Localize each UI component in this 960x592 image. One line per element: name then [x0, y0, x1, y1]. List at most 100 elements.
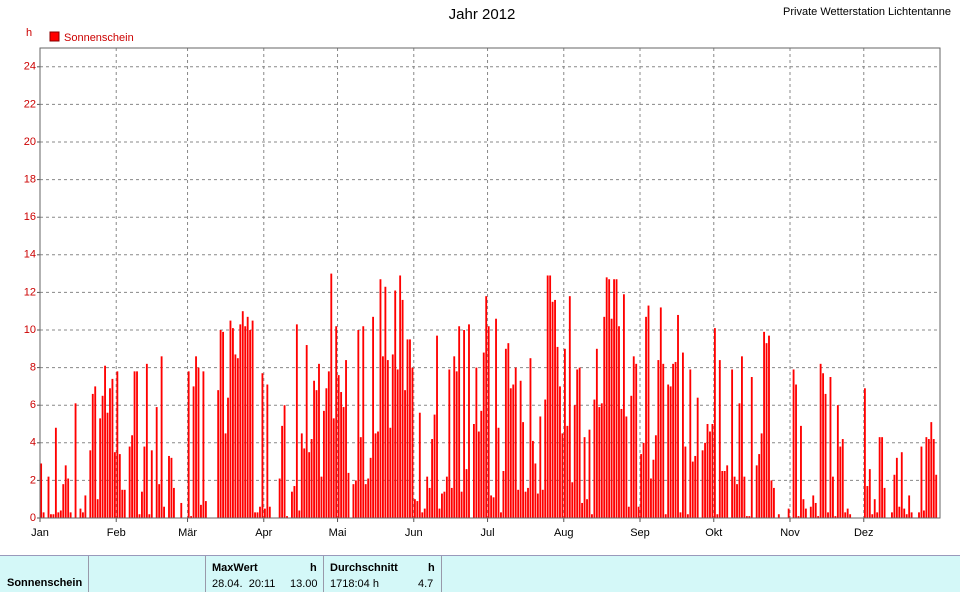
bar	[82, 512, 84, 518]
bar	[202, 371, 205, 518]
bar	[172, 487, 175, 518]
bar	[217, 390, 220, 518]
bar	[618, 326, 620, 518]
bar	[133, 371, 136, 518]
y-tick-label: 12	[24, 286, 36, 298]
bar	[608, 279, 611, 518]
bar	[536, 493, 539, 518]
bar	[632, 356, 635, 518]
bar	[441, 493, 443, 518]
bar	[529, 358, 532, 518]
bar	[541, 489, 544, 518]
bar	[622, 294, 625, 518]
bar	[52, 514, 55, 518]
bar	[468, 324, 470, 518]
bar	[94, 386, 97, 518]
bar	[123, 489, 126, 518]
row-label: Sonnenschein	[7, 577, 83, 589]
bar	[716, 514, 719, 518]
bar	[197, 367, 200, 518]
bar	[416, 501, 419, 518]
bar	[595, 348, 598, 518]
bar	[876, 512, 879, 518]
bar	[359, 437, 362, 518]
plot-border	[39, 47, 941, 519]
bar	[283, 405, 286, 518]
bar	[654, 435, 657, 518]
bar	[431, 439, 434, 518]
bar	[170, 457, 173, 518]
bar	[701, 450, 704, 518]
bar	[571, 482, 574, 518]
bar	[443, 491, 446, 518]
bar	[891, 512, 893, 518]
bar	[249, 330, 252, 518]
bar	[386, 360, 389, 518]
bar	[268, 506, 271, 518]
bar	[672, 363, 675, 518]
bar	[723, 471, 726, 518]
bar	[630, 395, 633, 518]
bar	[487, 326, 490, 518]
bar	[881, 437, 884, 518]
bar	[251, 320, 254, 518]
bar	[514, 367, 517, 518]
bar	[438, 508, 441, 518]
bar	[433, 414, 436, 518]
bar	[298, 510, 301, 518]
bar	[822, 373, 825, 518]
bar	[812, 495, 815, 518]
bar	[563, 348, 566, 518]
bar	[667, 384, 670, 518]
y-tick-label: 2	[30, 474, 36, 486]
bar	[300, 433, 303, 518]
bar	[448, 369, 451, 518]
bar	[527, 487, 529, 518]
bar	[647, 305, 650, 518]
x-tick-label: Nov	[780, 527, 800, 539]
chart: Jahr 2012 Private Wetterstation Lichtent…	[24, 6, 951, 539]
bar	[308, 452, 311, 518]
bar	[748, 516, 751, 518]
bar	[561, 433, 564, 518]
divider	[323, 556, 324, 592]
bar	[295, 324, 298, 518]
bar	[256, 512, 259, 518]
bar	[635, 363, 638, 518]
bar	[650, 478, 652, 518]
bar	[345, 360, 347, 518]
bar	[844, 512, 847, 518]
bar	[453, 356, 456, 518]
bar	[905, 514, 908, 518]
bar	[694, 455, 697, 518]
bar	[322, 410, 325, 518]
bar	[652, 459, 655, 518]
bar	[79, 508, 82, 518]
bar	[372, 316, 375, 518]
bar	[711, 424, 714, 518]
bar	[413, 499, 416, 518]
bar	[839, 446, 842, 518]
bar	[150, 450, 153, 518]
bar	[101, 395, 104, 518]
bar	[573, 405, 576, 518]
bar	[777, 514, 780, 518]
bar	[241, 311, 244, 518]
x-tick-label: Okt	[705, 527, 722, 539]
bar	[113, 452, 116, 518]
bar	[758, 454, 761, 518]
bar	[544, 399, 547, 518]
x-tick-label: Jun	[405, 527, 423, 539]
bar	[229, 320, 232, 518]
bar	[313, 380, 315, 518]
bar	[927, 439, 930, 518]
bar	[588, 429, 591, 518]
bar	[104, 365, 106, 518]
bar	[89, 450, 92, 518]
bar	[743, 476, 746, 518]
bar	[546, 275, 549, 518]
bar	[895, 457, 898, 518]
bar	[662, 363, 665, 518]
x-tick-label: Jul	[481, 527, 495, 539]
